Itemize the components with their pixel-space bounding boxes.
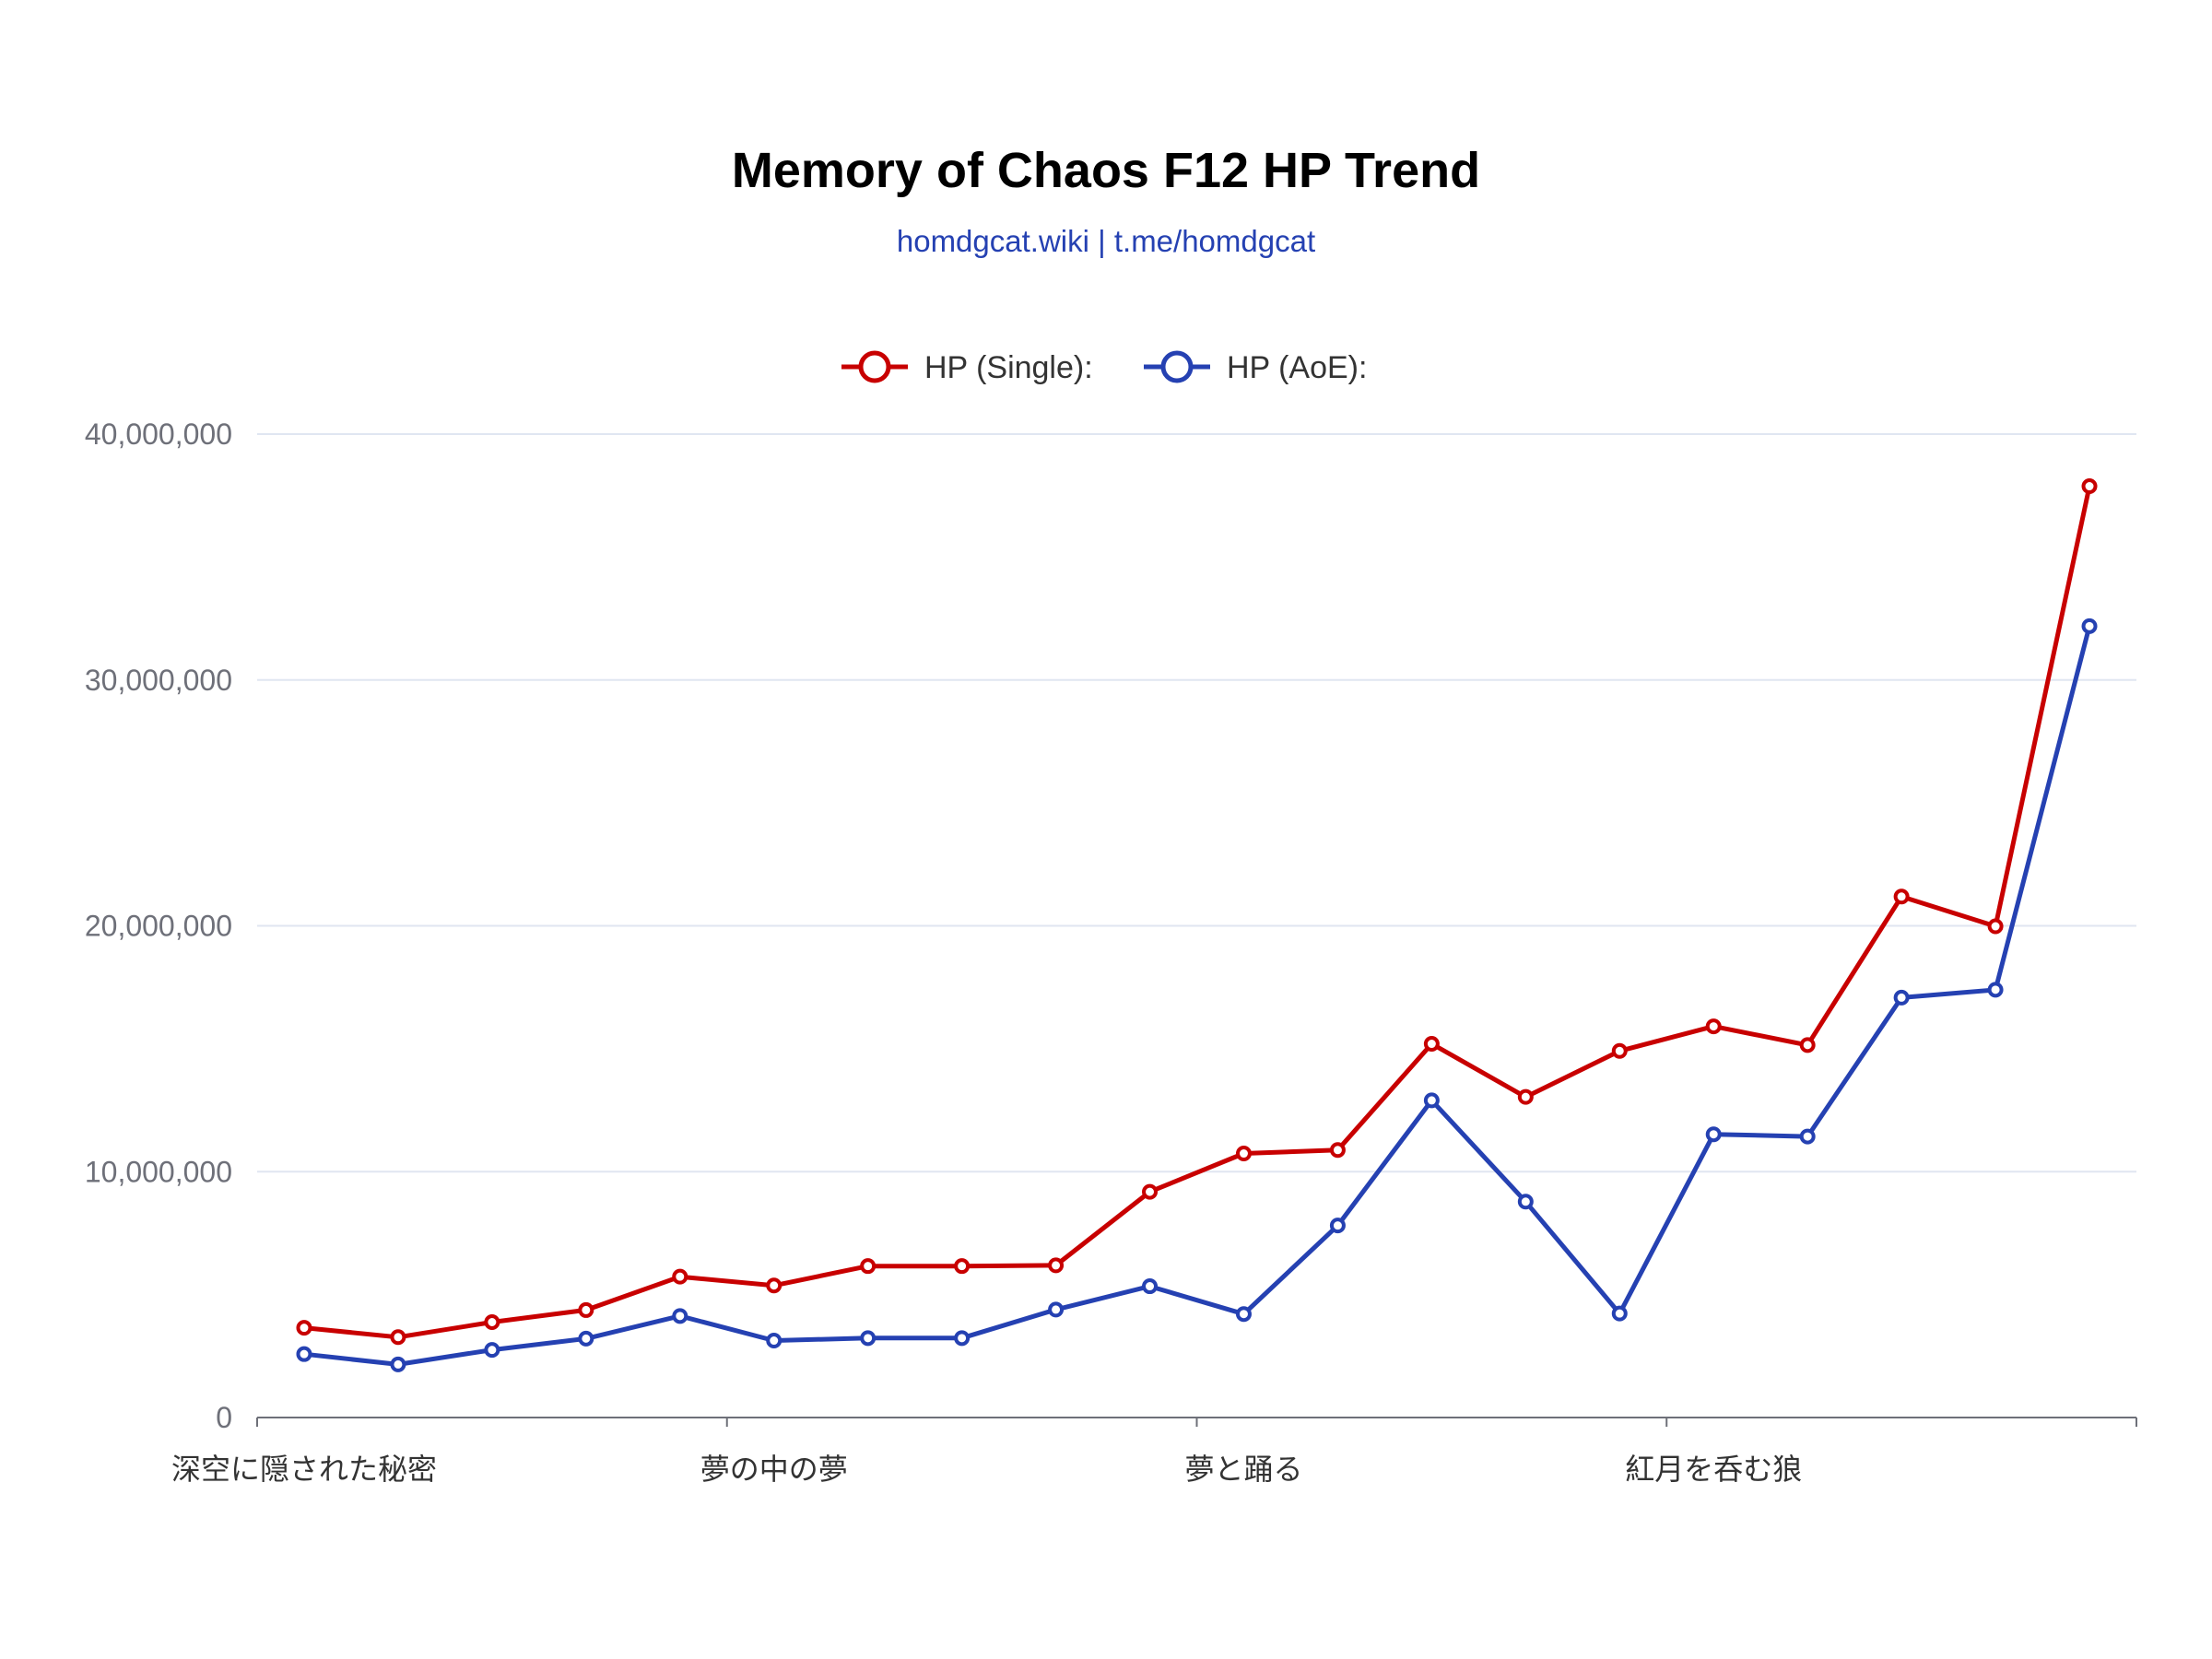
data-point[interactable]: [860, 1258, 877, 1275]
data-point[interactable]: [1705, 1018, 1722, 1035]
data-point[interactable]: [1142, 1278, 1159, 1295]
data-point[interactable]: [954, 1258, 971, 1275]
series-line: [303, 486, 2092, 1340]
legend-circle-icon: [858, 350, 891, 383]
data-point[interactable]: [484, 1314, 500, 1331]
legend-label: HP (AoE):: [1227, 350, 1367, 385]
axes: 0 10,000,000 20,000,000 30,000,000 40,000,00…: [85, 418, 2137, 1487]
x-tick-label: 夢の中の夢: [700, 1452, 848, 1487]
data-point[interactable]: [1423, 1036, 1440, 1053]
data-point[interactable]: [1987, 918, 2004, 935]
y-tick-label: 40,000,000: [85, 418, 232, 451]
data-point[interactable]: [1517, 1088, 1534, 1105]
data-point[interactable]: [1705, 1126, 1722, 1143]
series-lines: [296, 478, 2098, 1372]
data-point[interactable]: [1799, 1037, 1816, 1053]
data-point[interactable]: [672, 1268, 688, 1285]
data-point[interactable]: [1048, 1257, 1065, 1274]
grid-lines: [257, 433, 2136, 1173]
y-tick-label: 10,000,000: [85, 1155, 232, 1188]
data-point[interactable]: [1329, 1218, 1346, 1234]
data-point[interactable]: [766, 1277, 782, 1294]
legend-item[interactable]: HP (AoE):: [1144, 350, 1367, 385]
data-point[interactable]: [296, 1320, 312, 1336]
data-point[interactable]: [1517, 1194, 1534, 1210]
legend-item[interactable]: HP (Single):: [841, 350, 1093, 385]
data-point[interactable]: [296, 1346, 312, 1362]
data-point[interactable]: [1329, 1142, 1346, 1159]
series-line: [303, 625, 2092, 1367]
data-point[interactable]: [578, 1330, 594, 1347]
data-point[interactable]: [1235, 1306, 1252, 1323]
data-point[interactable]: [860, 1330, 877, 1347]
x-tick-label: 夢と踊る: [1184, 1452, 1302, 1487]
data-point[interactable]: [1142, 1183, 1159, 1200]
legend-circle-icon: [1160, 350, 1194, 383]
data-point[interactable]: [954, 1330, 971, 1347]
chart-title: Memory of Chaos F12 HP Trend: [732, 143, 1480, 198]
data-point[interactable]: [390, 1356, 406, 1372]
data-point[interactable]: [1987, 982, 2004, 998]
data-point[interactable]: [1611, 1305, 1628, 1322]
data-point[interactable]: [672, 1308, 688, 1324]
data-point[interactable]: [1423, 1092, 1440, 1109]
data-point[interactable]: [1611, 1042, 1628, 1059]
data-point[interactable]: [390, 1329, 406, 1346]
data-point[interactable]: [578, 1301, 594, 1318]
data-point[interactable]: [1893, 989, 1910, 1006]
legend[interactable]: HP (Single): HP (AoE):: [841, 350, 1367, 385]
data-point[interactable]: [1048, 1301, 1065, 1318]
x-tick-label: 紅月を呑む狼: [1625, 1452, 1802, 1487]
y-tick-label: 0: [216, 1401, 232, 1434]
data-point[interactable]: [484, 1342, 500, 1359]
y-tick-label: 30,000,000: [85, 664, 232, 697]
data-point[interactable]: [1893, 888, 1910, 905]
y-tick-label: 20,000,000: [85, 910, 232, 943]
data-point[interactable]: [766, 1333, 782, 1349]
data-point[interactable]: [1799, 1128, 1816, 1145]
chart-subtitle[interactable]: homdgcat.wiki | t.me/homdgcat: [897, 224, 1315, 258]
x-tick-label: 深空に隠された秘密: [171, 1452, 437, 1487]
legend-label: HP (Single):: [924, 350, 1093, 385]
data-point[interactable]: [2081, 478, 2098, 495]
data-point[interactable]: [1235, 1146, 1252, 1162]
data-point[interactable]: [2081, 618, 2098, 634]
